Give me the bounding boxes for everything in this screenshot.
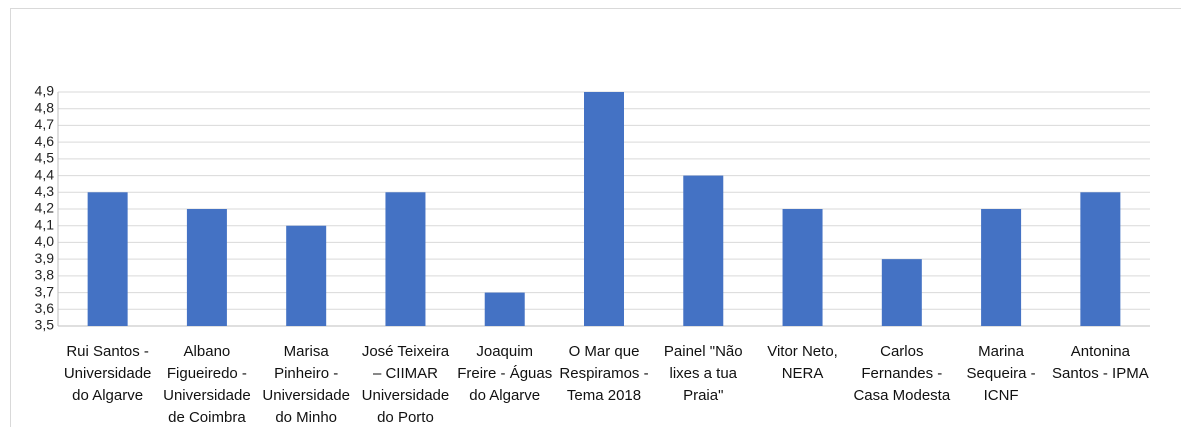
chart-frame	[10, 8, 1181, 427]
x-tick-label: Albano Figueiredo - Universidade de Coim…	[163, 343, 251, 426]
bar	[683, 175, 724, 326]
x-tick-label: Carlos Fernandes - Casa Modesta	[853, 343, 951, 404]
x-tick-label: O Mar que Respiramos - Tema 2018	[559, 343, 649, 404]
x-tick-label: Joaquim Freire - Águas do Algarve	[457, 343, 553, 404]
y-tick-label: 4,4	[35, 166, 55, 182]
y-tick-label: 4,2	[35, 200, 55, 216]
y-tick-label: 3,9	[35, 250, 55, 266]
x-tick-label: José Teixeira – CIIMAR Universidade do P…	[361, 343, 450, 426]
bar	[484, 292, 525, 326]
x-tick-label: Painel "Não lixes a tua Praia"	[663, 343, 743, 404]
bar	[1080, 192, 1121, 326]
y-tick-label: 3,5	[35, 317, 55, 333]
y-tick-label: 4,1	[35, 216, 55, 232]
bar	[881, 259, 922, 326]
bar	[186, 209, 227, 326]
x-tick-label: Rui Santos - Universidade do Algarve	[63, 343, 152, 404]
bar	[286, 225, 327, 326]
x-tick-label: Marisa Pinheiro - Universidade do Minho	[262, 343, 350, 426]
y-tick-label: 4,8	[35, 99, 55, 115]
y-tick-label: 4,9	[35, 83, 55, 99]
y-tick-label: 4,0	[35, 233, 55, 249]
x-tick-label: Vitor Neto, NERA	[767, 343, 838, 382]
bar	[584, 92, 624, 326]
x-tick-label: Marina Sequeira - ICNF	[966, 343, 1036, 404]
y-tick-label: 4,3	[35, 183, 55, 199]
bar	[981, 209, 1022, 326]
y-tick-label: 4,7	[35, 116, 55, 132]
y-tick-label: 4,6	[35, 133, 55, 149]
y-tick-label: 3,6	[35, 300, 55, 316]
x-tick-label: Antonina Santos - IPMA	[1052, 343, 1149, 382]
bar	[385, 192, 426, 326]
y-tick-label: 3,8	[35, 267, 55, 283]
y-tick-label: 3,7	[35, 283, 55, 299]
bar	[782, 209, 823, 326]
bar	[87, 192, 128, 326]
y-tick-label: 4,5	[35, 150, 55, 166]
